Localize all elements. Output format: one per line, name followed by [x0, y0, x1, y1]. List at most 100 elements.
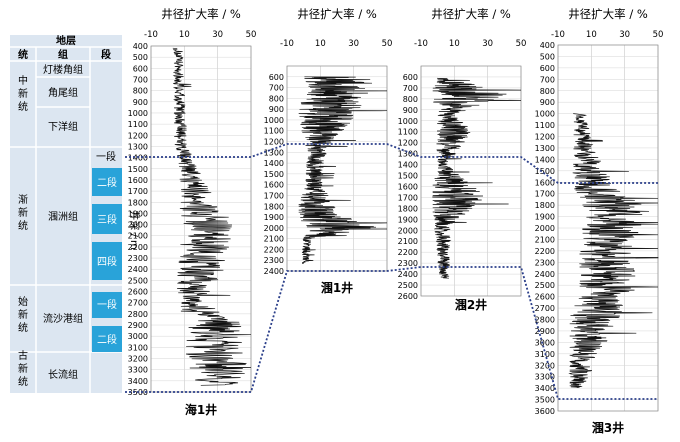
y-tick-label: 1300 [535, 144, 555, 153]
y-tick-label: 1800 [398, 204, 418, 213]
strat-header: 地层 [56, 34, 76, 47]
y-tick-label: 2300 [264, 256, 284, 265]
x-tick-label: 50 [246, 30, 257, 40]
chart-title: 井径扩大率 / % [568, 7, 648, 21]
correlation-line [125, 143, 658, 184]
x-tick-label: -10 [144, 30, 158, 40]
y-tick-label: 2200 [264, 245, 284, 254]
y-tick-label: 1400 [128, 154, 148, 163]
y-tick-label: 1200 [128, 131, 148, 140]
y-tick-label: 2500 [128, 276, 148, 285]
y-tick-label: 1400 [535, 155, 555, 164]
y-tick-label: 500 [133, 53, 148, 62]
y-tick-label: 1100 [128, 120, 148, 129]
y-tick-label: 2100 [264, 235, 284, 244]
y-tick-label: 1600 [398, 182, 418, 191]
y-tick-label: 500 [540, 52, 555, 61]
y-tick-label: 600 [540, 64, 555, 73]
y-tick-label: 1100 [535, 121, 555, 130]
formation-label: 灯楼角组 [43, 63, 83, 76]
y-tick-label: 1400 [398, 161, 418, 170]
y-tick-label: 2900 [535, 327, 555, 336]
y-tick-label: 3300 [128, 366, 148, 375]
y-tick-label: 2000 [398, 226, 418, 235]
y-tick-label: 1200 [264, 138, 284, 147]
y-tick-label: 1600 [264, 181, 284, 190]
y-tick-label: 1800 [264, 202, 284, 211]
x-tick-label: 50 [653, 30, 664, 40]
series-label: 中新统 [18, 74, 28, 113]
col-series-header: 统 [18, 48, 28, 61]
y-tick-label: 1300 [264, 148, 284, 157]
caliper-trace [298, 76, 388, 264]
member-label: 一段 [96, 150, 116, 163]
y-tick-label: 3000 [128, 332, 148, 341]
caliper-trace [568, 113, 659, 389]
y-tick-label: 1200 [535, 133, 555, 142]
y-tick-label: 1300 [128, 142, 148, 151]
well-label: 海1井 [185, 402, 217, 417]
x-tick-label: 30 [348, 39, 359, 49]
y-tick-label: 1800 [535, 201, 555, 210]
y-tick-label: 1800 [128, 198, 148, 207]
y-tick-label: 1300 [398, 150, 418, 159]
chart-title: 井径扩大率 / % [297, 7, 377, 21]
y-tick-label: 1700 [264, 191, 284, 200]
y-tick-label: 2600 [398, 292, 418, 301]
y-tick-label: 3400 [128, 377, 148, 386]
y-tick-label: 2400 [128, 265, 148, 274]
series-label: 始新统 [18, 295, 28, 334]
y-tick-label: 2700 [535, 304, 555, 313]
y-tick-label: 3100 [128, 343, 148, 352]
y-tick-label: 600 [133, 64, 148, 73]
y-tick-label: 2100 [398, 237, 418, 246]
x-tick-label: -10 [280, 39, 294, 49]
y-tick-label: 2900 [128, 321, 148, 330]
y-tick-label: 2400 [398, 270, 418, 279]
y-tick-label: 700 [133, 75, 148, 84]
formation-label: 角尾组 [48, 86, 78, 99]
depth-axis-label: 井深 / m [128, 210, 141, 249]
y-tick-label: 3200 [535, 361, 555, 370]
member-label: 三段 [97, 213, 117, 226]
member-label: 四段 [97, 255, 117, 268]
y-tick-label: 1200 [398, 139, 418, 148]
series-label: 古新统 [18, 349, 28, 388]
caliper-trace [172, 47, 252, 386]
chart-title: 井径扩大率 / % [161, 7, 241, 21]
y-tick-label: 2200 [128, 243, 148, 252]
plot-frame [557, 44, 659, 412]
well-label: 涠1井 [321, 280, 353, 295]
correlation-line [125, 266, 658, 400]
y-tick-label: 700 [269, 84, 284, 93]
formation-label: 流沙港组 [43, 312, 83, 325]
formation-label: 下洋组 [48, 120, 78, 133]
y-tick-label: 800 [403, 95, 418, 104]
y-tick-label: 2300 [128, 254, 148, 263]
series-label: 渐新统 [18, 193, 28, 232]
y-tick-label: 1700 [535, 190, 555, 199]
y-tick-label: 1900 [535, 213, 555, 222]
connectors [125, 143, 658, 400]
x-tick-label: -10 [551, 30, 565, 40]
y-tick-label: 1900 [264, 213, 284, 222]
member-highlight [92, 326, 122, 352]
y-tick-label: 800 [133, 87, 148, 96]
y-tick-label: 3200 [128, 355, 148, 364]
x-tick-label: 10 [179, 30, 190, 40]
y-tick-label: 2200 [398, 248, 418, 257]
y-tick-label: 3300 [535, 373, 555, 382]
col-formation-header: 组 [58, 48, 68, 61]
plot-frame [286, 65, 388, 272]
y-tick-label: 2300 [398, 259, 418, 268]
y-tick-label: 1900 [128, 209, 148, 218]
y-tick-label: 1500 [535, 167, 555, 176]
y-tick-label: 1500 [128, 165, 148, 174]
plot-frame [420, 65, 522, 297]
y-tick-label: 1100 [398, 128, 418, 137]
x-tick-label: 50 [382, 39, 393, 49]
y-tick-label: 2100 [128, 232, 148, 241]
y-tick-label: 2500 [398, 281, 418, 290]
y-tick-label: 1000 [398, 117, 418, 126]
